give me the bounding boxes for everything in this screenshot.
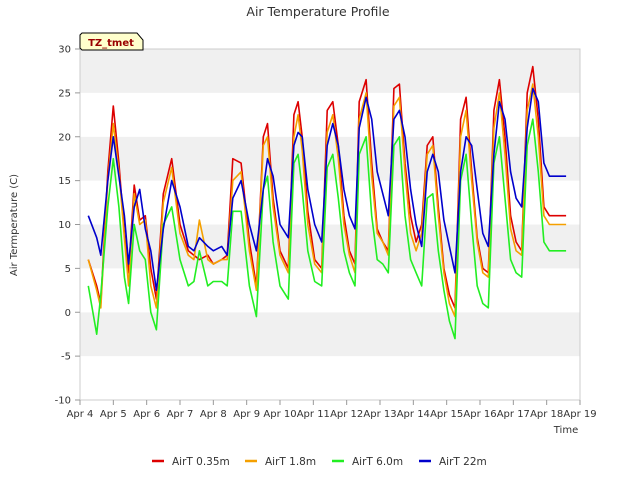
grid-band xyxy=(80,268,580,313)
x-tick-label: Apr 5 xyxy=(100,409,127,420)
grid-band xyxy=(80,312,580,357)
grid-band xyxy=(80,356,580,400)
plot-area xyxy=(87,65,567,340)
x-tick-label: Apr 6 xyxy=(133,409,160,420)
y-tick-label: 25 xyxy=(58,88,71,99)
legend: AirT 0.35m AirT 1.8m AirT 6.0m AirT 22m xyxy=(152,456,487,468)
y-tick-label: 30 xyxy=(58,45,71,56)
y-axis: -10 -5 0 5 10 15 20 25 30 xyxy=(55,45,80,407)
grid-bands xyxy=(80,49,580,400)
x-tick-label: Apr 8 xyxy=(200,409,227,420)
legend-label: AirT 1.8m xyxy=(265,456,316,468)
legend-label: AirT 22m xyxy=(439,456,487,468)
series-line-3 xyxy=(87,118,567,340)
x-tick-label: Apr 15 xyxy=(430,409,463,420)
x-tick-label: Apr 9 xyxy=(233,409,260,420)
y-tick-label: 5 xyxy=(65,264,71,275)
grid-band xyxy=(80,224,580,269)
legend-label: AirT 0.35m xyxy=(172,456,230,468)
x-axis-label: Time xyxy=(553,425,578,436)
legend-label: AirT 6.0m xyxy=(352,456,403,468)
x-tick-label: Apr 19 xyxy=(563,409,596,420)
x-axis: Apr 4 Apr 5 Apr 6 Apr 7 Apr 8 Apr 9 Apr 10 Apr … xyxy=(67,400,597,420)
site-badge: TZ_tmet xyxy=(79,32,144,51)
y-tick-label: -10 xyxy=(55,396,71,407)
y-axis-label: Air Termperature (C) xyxy=(9,174,20,276)
x-tick-label: Apr 4 xyxy=(67,409,94,420)
x-tick-label: Apr 13 xyxy=(363,409,396,420)
x-tick-label: Apr 11 xyxy=(297,409,330,420)
y-tick-label: 0 xyxy=(65,308,71,319)
x-tick-label: Apr 12 xyxy=(330,409,363,420)
series-line-4 xyxy=(87,87,567,292)
x-tick-label: Apr 14 xyxy=(397,409,430,420)
grid-band xyxy=(80,136,580,181)
y-tick-label: 10 xyxy=(58,220,71,231)
x-tick-label: Apr 17 xyxy=(497,409,530,420)
x-tick-label: Apr 18 xyxy=(530,409,563,420)
y-tick-label: 15 xyxy=(58,176,71,187)
grid-band xyxy=(80,49,580,93)
site-badge-shape xyxy=(79,32,144,51)
x-tick-label: Apr 7 xyxy=(167,409,194,420)
x-tick-label: Apr 10 xyxy=(263,409,296,420)
chart-title: Air Temperature Profile xyxy=(246,4,389,19)
y-tick-label: 20 xyxy=(58,132,71,143)
y-tick-label: -5 xyxy=(61,352,71,363)
site-badge-label: TZ_tmet xyxy=(88,38,134,49)
x-tick-label: Apr 16 xyxy=(463,409,496,420)
